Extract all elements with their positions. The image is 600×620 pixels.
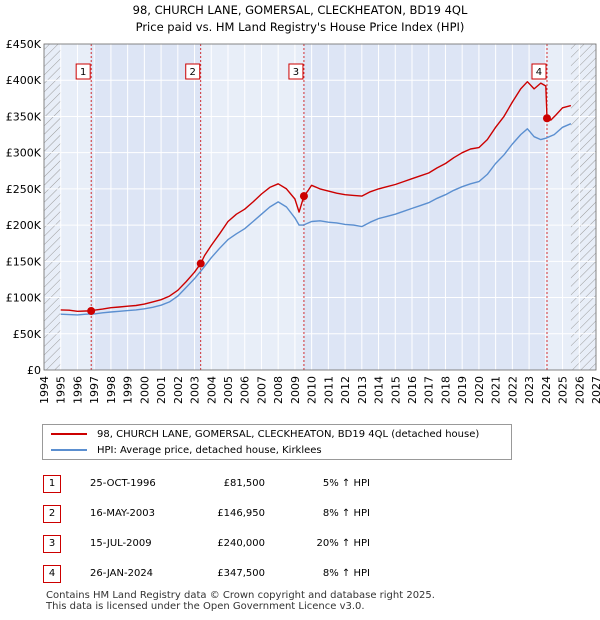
- footer-line-copyright: Contains HM Land Registry data © Crown c…: [46, 590, 435, 601]
- x-tick-label: 2018: [439, 376, 452, 404]
- sale-period-shade: [303, 44, 547, 370]
- chart-legend: 98, CHURCH LANE, GOMERSAL, CLECKHEATON, …: [42, 424, 512, 460]
- sale-number-label: 2: [190, 67, 196, 78]
- sale-price: £81,500: [223, 478, 265, 489]
- sale-point: [196, 259, 205, 268]
- x-tick-label: 1999: [122, 376, 135, 404]
- y-tick-label: £150K: [6, 255, 42, 268]
- table-row: 3 15-JUL-2009 £240,000 20% ↑ HPI: [0, 534, 600, 554]
- x-tick-label: 2004: [205, 376, 218, 404]
- legend-swatch-property: [51, 433, 87, 435]
- sale-hpi-delta: 20% ↑ HPI: [316, 538, 370, 549]
- x-tick-label: 2023: [523, 376, 536, 404]
- x-tick-label: 1998: [105, 376, 118, 404]
- x-tick-label: 2011: [322, 376, 335, 404]
- sale-number-box: [75, 63, 91, 80]
- no-data-hatch-right: [570, 44, 596, 370]
- hpi-line: [60, 123, 572, 316]
- sale-hpi-delta: 5% ↑ HPI: [322, 478, 370, 489]
- x-tick-label: 2027: [590, 376, 600, 404]
- footer-line-licence: This data is licensed under the Open Gov…: [46, 601, 365, 612]
- legend-label-hpi: HPI: Average price, detached house, Kirk…: [97, 445, 322, 456]
- x-tick-label: 2010: [306, 376, 319, 404]
- x-tick-label: 2026: [573, 376, 586, 404]
- x-tick-label: 2003: [189, 376, 202, 404]
- sale-number-label: 4: [536, 67, 542, 78]
- sale-number-badge: 1: [43, 475, 61, 493]
- x-tick-label: 1995: [55, 376, 68, 404]
- sale-point: [87, 306, 96, 315]
- sale-number-box: [288, 63, 304, 80]
- sale-number-badge: 4: [43, 565, 61, 583]
- legend-label-property: 98, CHURCH LANE, GOMERSAL, CLECKHEATON, …: [97, 429, 480, 440]
- x-tick-label: 2005: [222, 376, 235, 404]
- x-tick-label: 2007: [255, 376, 268, 404]
- price-chart: £0 £50K £100K £150K £200K £250K £300K £350K £400…: [6, 38, 600, 404]
- plot-frame: [43, 43, 597, 371]
- x-tick-label: 2001: [155, 376, 168, 404]
- chart-title-block: 98, CHURCH LANE, GOMERSAL, CLECKHEATON, …: [0, 2, 600, 36]
- x-tick-label: 2017: [423, 376, 436, 404]
- y-tick-label: £350K: [6, 110, 42, 123]
- sale-hpi-delta: 8% ↑ HPI: [322, 508, 370, 519]
- x-tick-label: 2024: [540, 376, 553, 404]
- y-tick-label: £100K: [6, 292, 42, 305]
- x-tick-label: 2019: [456, 376, 469, 404]
- chart-title: 98, CHURCH LANE, GOMERSAL, CLECKHEATON, …: [132, 3, 468, 17]
- x-tick-label: 2013: [356, 376, 369, 404]
- x-tick-label: 2014: [373, 376, 386, 404]
- table-row: 2 16-MAY-2003 £146,950 8% ↑ HPI: [0, 504, 600, 524]
- sale-point: [542, 114, 551, 123]
- sale-number-badge: 3: [43, 535, 61, 553]
- sale-number-label: 3: [293, 67, 299, 78]
- legend-item-hpi: HPI: Average price, detached house, Kirk…: [51, 443, 322, 459]
- x-tick-label: 1997: [88, 376, 101, 404]
- y-tick-label: £50K: [13, 328, 42, 341]
- x-tick-label: 2008: [272, 376, 285, 404]
- sale-date: 25-OCT-1996: [90, 478, 156, 489]
- table-row: 4 26-JAN-2024 £347,500 8% ↑ HPI: [0, 564, 600, 584]
- sale-number-box: [185, 63, 201, 80]
- x-tick-label: 2021: [490, 376, 503, 404]
- no-data-hatch-left: [44, 44, 61, 370]
- y-tick-label: £0: [27, 364, 41, 377]
- x-tick-label: 2000: [138, 376, 151, 404]
- x-tick-label: 1996: [71, 376, 84, 404]
- x-tick-label: 2016: [406, 376, 419, 404]
- footer-attribution: Contains HM Land Registry data © Crown c…: [46, 590, 435, 612]
- x-tick-label: 2025: [557, 376, 570, 404]
- sale-number-badge: 2: [43, 505, 61, 523]
- x-tick-label: 1994: [38, 376, 51, 404]
- table-row: 1 25-OCT-1996 £81,500 5% ↑ HPI: [0, 474, 600, 494]
- x-tick-label: 2015: [389, 376, 402, 404]
- x-tick-label: 2002: [172, 376, 185, 404]
- sale-hpi-delta: 8% ↑ HPI: [322, 568, 370, 579]
- x-tick-label: 2012: [339, 376, 352, 404]
- sale-number-box: [531, 63, 547, 80]
- sale-period-shade: [91, 44, 201, 370]
- x-tick-label: 2006: [239, 376, 252, 404]
- chart-subtitle: Price paid vs. HM Land Registry's House …: [135, 20, 465, 34]
- x-tick-label: 2022: [506, 376, 519, 404]
- sale-price: £146,950: [217, 508, 265, 519]
- legend-item-property: 98, CHURCH LANE, GOMERSAL, CLECKHEATON, …: [51, 427, 479, 443]
- x-tick-label: 2020: [473, 376, 486, 404]
- y-tick-label: £300K: [6, 147, 42, 160]
- y-tick-label: £400K: [6, 74, 42, 87]
- property-price-line: [60, 81, 572, 312]
- sale-price: £240,000: [217, 538, 265, 549]
- x-tick-label: 2009: [289, 376, 302, 404]
- sale-date: 16-MAY-2003: [90, 508, 156, 519]
- y-tick-label: £250K: [6, 183, 42, 196]
- y-tick-label: £450K: [6, 38, 42, 51]
- y-tick-label: £200K: [6, 219, 42, 232]
- sale-date: 15-JUL-2009: [90, 538, 152, 549]
- sale-price: £347,500: [217, 568, 265, 579]
- sale-date: 26-JAN-2024: [90, 568, 154, 579]
- sale-point: [299, 192, 308, 201]
- sale-number-label: 1: [80, 67, 86, 78]
- legend-swatch-hpi: [51, 449, 87, 451]
